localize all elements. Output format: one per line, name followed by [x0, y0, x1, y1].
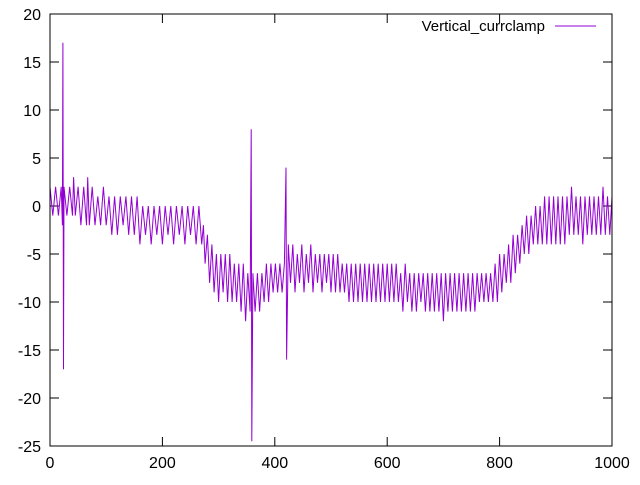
axis-ticks: 0 200 400 600 800 1000 -25 -20 -15 -10 -5 0 5 10 15 20	[18, 7, 630, 472]
x-tick-label: 600	[374, 455, 401, 472]
x-tick-label: 800	[486, 455, 513, 472]
plot-area	[49, 42, 613, 442]
plot-border	[49, 13, 613, 447]
legend-label: Vertical_currclamp	[422, 18, 545, 35]
y-tick-label: -25	[18, 439, 41, 456]
x-tick-label: 1000	[594, 455, 630, 472]
y-tick-label: -10	[18, 295, 41, 312]
y-tick-label: 5	[32, 151, 41, 168]
y-tick-label: -5	[27, 247, 41, 264]
y-tick-label: 15	[23, 55, 41, 72]
y-tick-label: 20	[23, 7, 41, 24]
y-tick-label: 0	[32, 199, 41, 216]
y-tick-label: -20	[18, 391, 41, 408]
legend: Vertical_currclamp	[422, 18, 596, 35]
x-tick-label: 0	[46, 455, 55, 472]
series-line	[49, 42, 613, 442]
x-tick-label: 200	[149, 455, 176, 472]
y-tick-label: 10	[23, 103, 41, 120]
x-tick-label: 400	[261, 455, 288, 472]
y-tick-label: -15	[18, 343, 41, 360]
